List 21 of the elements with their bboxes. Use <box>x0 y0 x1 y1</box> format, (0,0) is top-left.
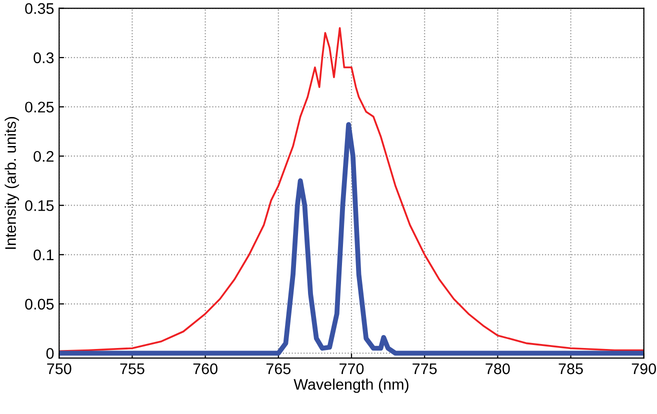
x-tick-label: 755 <box>120 364 144 374</box>
x-tick-label: 760 <box>193 363 218 374</box>
y-tick-label: 0.1 <box>34 250 54 260</box>
x-tick-label: 785 <box>558 363 583 374</box>
x-tick-label: 780 <box>486 363 510 374</box>
x-tick-label: 765 <box>266 363 291 374</box>
y-tick-label: 0.3 <box>34 52 54 64</box>
x-tick-label: 790 <box>632 363 656 374</box>
y-tick-label: 0.05 <box>25 298 54 310</box>
x-tick-label: 770 <box>340 363 364 374</box>
x-tick-label: 750 <box>47 363 72 374</box>
x-tick-label: 775 <box>412 364 437 374</box>
y-tick-label: 0.35 <box>25 3 54 14</box>
x-axis-title: Wavelength (nm) <box>294 378 408 393</box>
y-axis-title: Intensity (arb. units) <box>4 117 19 249</box>
line-series <box>59 27 644 352</box>
y-tick-label: 0.2 <box>34 150 54 162</box>
line-series <box>59 122 644 356</box>
y-tick-label: 0.15 <box>25 200 54 212</box>
y-tick-label: 0 <box>46 348 54 359</box>
y-tick-label: 0.25 <box>25 102 54 113</box>
